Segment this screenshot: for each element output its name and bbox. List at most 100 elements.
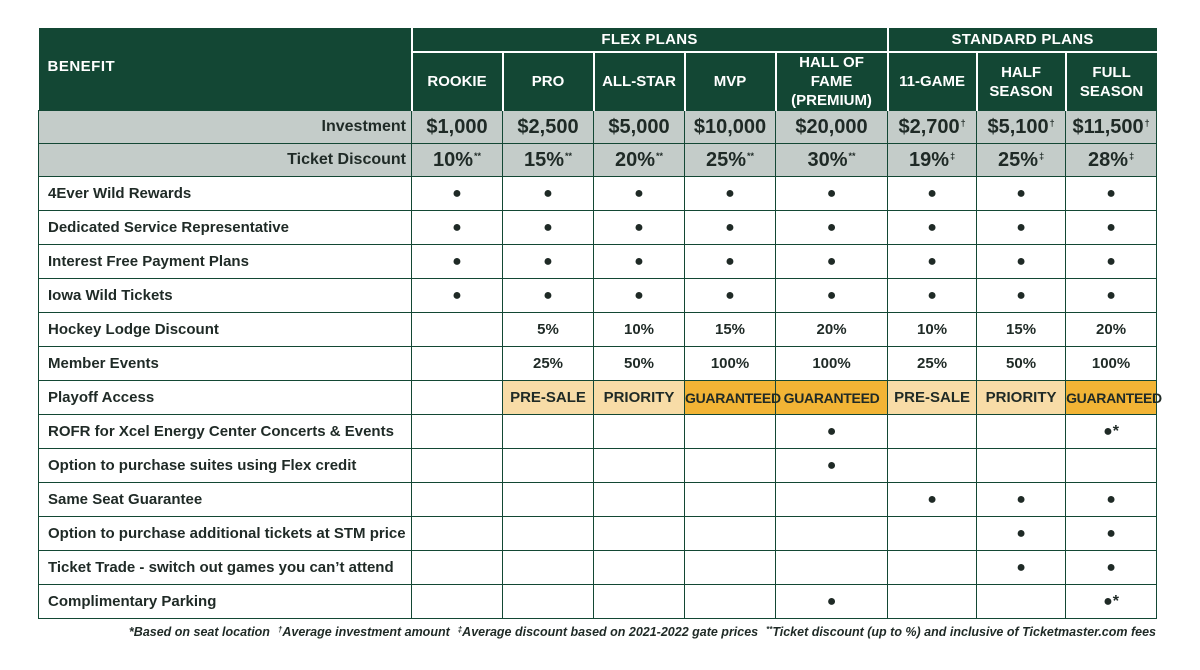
- benefit-value: 5%: [537, 321, 559, 338]
- value-cell: 25%**: [684, 143, 776, 177]
- plan-name-line1: HALL OF FAME: [799, 54, 864, 90]
- plan-name-line2: SEASON: [989, 82, 1053, 100]
- bullet-icon: ●: [826, 218, 837, 236]
- benefit-cell: [502, 448, 594, 483]
- benefit-cell: [593, 414, 685, 449]
- value-amount: 28%: [1088, 148, 1129, 171]
- plan-name-line1: FULL: [1092, 63, 1131, 81]
- plan-name-line2: (PREMIUM): [791, 92, 872, 109]
- benefit-cell: ●: [774, 176, 889, 211]
- benefit-cell: PRE-SALE: [502, 380, 594, 415]
- bullet-icon: ●: [1016, 490, 1026, 508]
- benefit-value: 100%: [710, 355, 750, 372]
- value-amount: $5,100: [987, 115, 1049, 138]
- plan-header: HALF SEASON: [975, 52, 1066, 111]
- benefit-row: Interest Free Payment Plans ● ● ● ● ● ● ● ●: [38, 244, 1158, 279]
- benefit-cell: ●: [774, 448, 889, 483]
- benefit-value: 25%: [532, 355, 564, 372]
- benefit-cell: [887, 516, 978, 551]
- footnote-ticket-discount: Ticket discount (up to %) and inclusive …: [772, 625, 1156, 639]
- benefit-row: Option to purchase suites using Flex cre…: [38, 448, 1158, 483]
- value-amount: 25%: [705, 148, 746, 171]
- benefit-label: 4Ever Wild Rewards: [38, 176, 412, 211]
- plan-header: HALL OF FAME (PREMIUM): [774, 52, 888, 111]
- value-cell: $20,000: [774, 110, 889, 144]
- benefit-cell: [593, 584, 685, 619]
- value-amount: 30%: [807, 148, 848, 171]
- benefit-cell: ●: [411, 176, 503, 211]
- footnote-double-dagger-mark: ‡: [457, 625, 463, 634]
- benefit-label: Option to purchase additional tickets at…: [38, 516, 412, 551]
- benefit-row: Option to purchase additional tickets at…: [38, 516, 1158, 551]
- benefit-label: ROFR for Xcel Energy Center Concerts & E…: [38, 414, 412, 449]
- benefit-cell: ●: [774, 414, 889, 449]
- benefit-value: 10%: [623, 321, 655, 338]
- footnote-discount-basis: Average discount based on 2021-2022 gate…: [462, 625, 759, 639]
- bullet-icon: ●: [725, 252, 735, 270]
- benefit-value: 20%: [1096, 321, 1127, 338]
- footnote-mark: **: [747, 150, 755, 161]
- benefit-cell: [411, 584, 503, 619]
- benefit-cell: PRIORITY: [593, 380, 685, 415]
- bullet-icon: ●: [1016, 524, 1026, 542]
- benefit-value: 100%: [812, 355, 851, 372]
- bullet-icon: ●: [543, 252, 553, 270]
- value-cell: 10%**: [411, 143, 503, 177]
- benefit-cell: ●: [502, 278, 594, 313]
- benefit-cell: GUARANTEED: [774, 380, 889, 415]
- benefit-value: GUARANTEED: [1066, 389, 1162, 406]
- benefit-cell: ●: [976, 176, 1067, 211]
- benefit-value: GUARANTEED: [685, 389, 781, 406]
- plans-comparison: BENEFIT FLEX PLANS STANDARD PLANS ROOKIE…: [38, 28, 1162, 619]
- row-label: Investment: [38, 110, 412, 144]
- benefits-body: Investment $1,000 $2,500 $5,000 $10,000 $20,0…: [38, 110, 1162, 619]
- benefit-cell: ●: [684, 176, 776, 211]
- plan-name-line1: ROOKIE: [427, 73, 487, 90]
- plan-names-row: ROOKIE PRO ALL-STAR MVP HALL OF FAME (PREMIUM…: [39, 52, 1157, 111]
- bullet-icon: ●: [927, 218, 937, 236]
- benefit-row: Hockey Lodge Discount 5% 10% 15% 20% 10% 15% 20…: [38, 312, 1158, 347]
- bullet-icon: ●: [725, 218, 735, 236]
- benefit-value: 100%: [1091, 355, 1131, 372]
- value-amount: $20,000: [795, 115, 868, 138]
- benefit-cell: [411, 482, 503, 517]
- benefit-cell: [887, 448, 978, 483]
- plan-header: PRO: [501, 52, 594, 111]
- benefit-cell: ●*: [1065, 584, 1158, 619]
- bullet-icon: ●: [1016, 558, 1026, 576]
- value-amount: 15%: [523, 148, 564, 171]
- bullet-icon: ●: [826, 286, 837, 304]
- benefit-label: Interest Free Payment Plans: [38, 244, 412, 279]
- benefit-row: Ticket Trade - switch out games you can’…: [38, 550, 1158, 585]
- benefit-cell: 100%: [684, 346, 776, 381]
- benefit-cell: 50%: [593, 346, 685, 381]
- benefit-cell: [684, 550, 776, 585]
- bullet-icon: ●: [826, 422, 837, 440]
- bullet-icon: ●: [1016, 286, 1026, 304]
- benefit-cell: 15%: [976, 312, 1067, 347]
- benefit-cell: [887, 550, 978, 585]
- benefit-row: Dedicated Service Representative ● ● ● ● ● ● ● ●: [38, 210, 1158, 245]
- benefit-cell: [684, 448, 776, 483]
- benefit-label: Complimentary Parking: [38, 584, 412, 619]
- plan-header: ALL-STAR: [592, 52, 685, 111]
- value-amount: $11,500: [1072, 115, 1144, 138]
- bullet-icon: ●: [1106, 558, 1116, 576]
- footnote-mark: †: [1049, 117, 1055, 128]
- benefit-value: PRIORITY: [985, 389, 1057, 406]
- plan-name-line1: PRO: [531, 73, 565, 90]
- value-cell: 20%**: [593, 143, 685, 177]
- footnote-mark: †: [1144, 117, 1150, 128]
- benefit-cell: [684, 414, 776, 449]
- bullet-icon: ●: [543, 286, 553, 304]
- benefit-cell: [411, 346, 503, 381]
- benefit-label: Same Seat Guarantee: [38, 482, 412, 517]
- benefit-label: Dedicated Service Representative: [38, 210, 412, 245]
- benefit-cell: PRIORITY: [976, 380, 1067, 415]
- plan-header: ROOKIE: [410, 52, 503, 111]
- benefit-cell: [887, 414, 978, 449]
- bullet-icon: ●: [1016, 184, 1026, 202]
- bullet-icon: ●: [452, 218, 462, 236]
- benefit-cell: ●: [887, 210, 978, 245]
- row-label: Ticket Discount: [38, 143, 412, 177]
